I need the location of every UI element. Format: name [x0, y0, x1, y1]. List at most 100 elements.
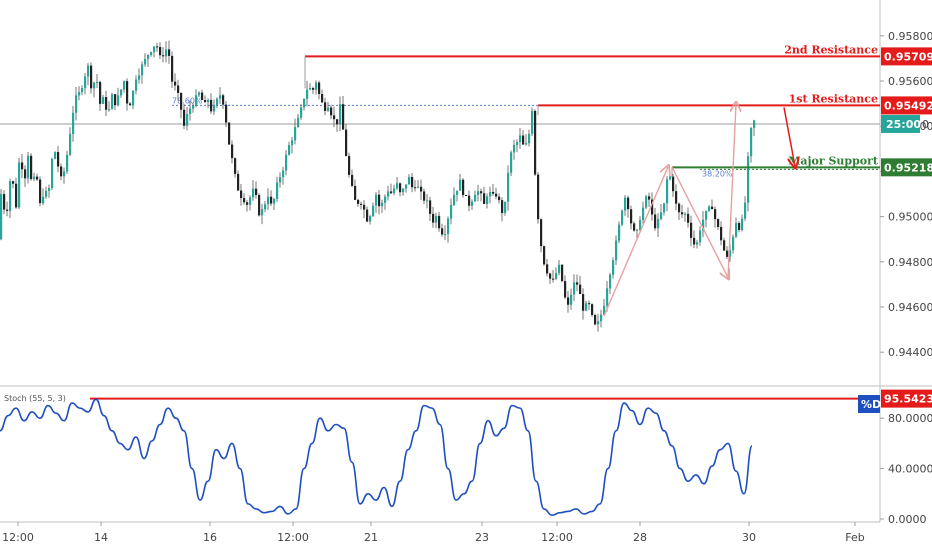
candle-body [630, 209, 633, 224]
price-badge-bg [881, 96, 932, 115]
candle-body [297, 117, 300, 128]
candle-body [282, 170, 285, 178]
candle-body [591, 304, 594, 315]
candle-body [42, 196, 45, 204]
candle-body [558, 264, 561, 274]
oscillator-tick-label: 0.0000 [888, 513, 927, 526]
candle-body [699, 230, 702, 243]
candle-body [339, 104, 342, 125]
axis-badges: 0.95709 0.95492 0.95218 25:00 0 95.5423%D [858, 47, 932, 413]
candle-body [69, 133, 72, 155]
candle-body [78, 92, 81, 96]
candle-body [465, 194, 468, 196]
candle-body [648, 196, 651, 200]
candle-body [414, 187, 417, 189]
candle-body [102, 97, 105, 104]
candle-body [360, 203, 363, 205]
candle-body [270, 196, 273, 204]
candle-body [684, 213, 687, 215]
candle-body [75, 95, 78, 113]
candle-body [366, 209, 369, 222]
price-badge-bg [881, 158, 932, 177]
candle-body [450, 205, 453, 219]
candle-body [309, 88, 312, 90]
candle-body [27, 155, 30, 179]
series-badge-bg [858, 395, 880, 413]
candle-body [453, 194, 456, 206]
candle-body [90, 65, 93, 89]
candle-body [255, 188, 258, 195]
candle-body [519, 135, 522, 143]
time-tick-label: Feb [845, 531, 864, 544]
candle-body [216, 98, 219, 105]
price-tick-label: 0.94800 [888, 256, 932, 269]
candle-body [582, 294, 585, 311]
candle-body [12, 181, 15, 184]
candle-body [357, 199, 360, 204]
candle-body [156, 46, 159, 48]
candle-body [474, 194, 477, 202]
candle-body [441, 228, 444, 235]
candle-body [315, 82, 318, 90]
candle-body [123, 81, 126, 90]
candle-body [621, 210, 624, 225]
candle-body [345, 129, 348, 156]
candle-body [348, 155, 351, 175]
candle-body [264, 204, 267, 210]
candle-body [459, 179, 462, 191]
candle-body [252, 188, 255, 198]
candle-body [363, 204, 366, 210]
candle-body [726, 250, 729, 257]
candle-body [375, 194, 378, 206]
series-badge: %D [861, 398, 881, 411]
candle-body [549, 273, 552, 279]
candle-body [525, 143, 528, 145]
candle-body [570, 294, 573, 305]
candle-body [372, 205, 375, 217]
candle-body [417, 186, 420, 188]
candle-body [333, 115, 336, 120]
arrow-to-support [783, 107, 795, 166]
candle-body [531, 110, 534, 134]
time-tick-label: 23 [475, 531, 489, 544]
candle-body [741, 218, 744, 230]
candle-body [57, 152, 60, 167]
candle-body [186, 114, 189, 126]
candle-body [603, 305, 606, 315]
candle-body [696, 242, 699, 245]
candle-body [522, 135, 525, 145]
candle-body [108, 109, 111, 111]
candle-body [738, 223, 741, 230]
oscillator-tick-label: 80.0000 [888, 412, 932, 425]
candle-body [378, 194, 381, 207]
candle-body [312, 88, 315, 90]
candle-body [258, 194, 261, 216]
candle-body [438, 215, 441, 229]
candle-body [318, 82, 321, 95]
candle-body [177, 85, 180, 93]
candle-body [261, 209, 264, 216]
candle-body [561, 264, 564, 282]
candle-body [690, 222, 693, 238]
candle-body [171, 55, 174, 82]
oscillator-resistance-badge-bg [881, 389, 932, 408]
time-tick-label: 12:00 [2, 531, 34, 544]
price-tick-label: 0.95800 [888, 30, 932, 43]
candle-body [660, 212, 663, 219]
candle-body [498, 196, 501, 201]
candle-body [645, 196, 648, 208]
candle-body [189, 108, 192, 115]
price-badge: 0.95492 [884, 99, 932, 112]
candle-body [153, 46, 156, 53]
candle-body [729, 250, 732, 257]
candle-body [222, 95, 225, 105]
candle-body [369, 216, 372, 222]
candle-body [9, 181, 12, 211]
candle-body [150, 52, 153, 56]
candle-body [243, 198, 246, 203]
candle-body [111, 94, 114, 110]
candle-body [33, 176, 36, 180]
candle-body [714, 209, 717, 220]
candle-body [18, 162, 21, 208]
candle-body [213, 104, 216, 112]
